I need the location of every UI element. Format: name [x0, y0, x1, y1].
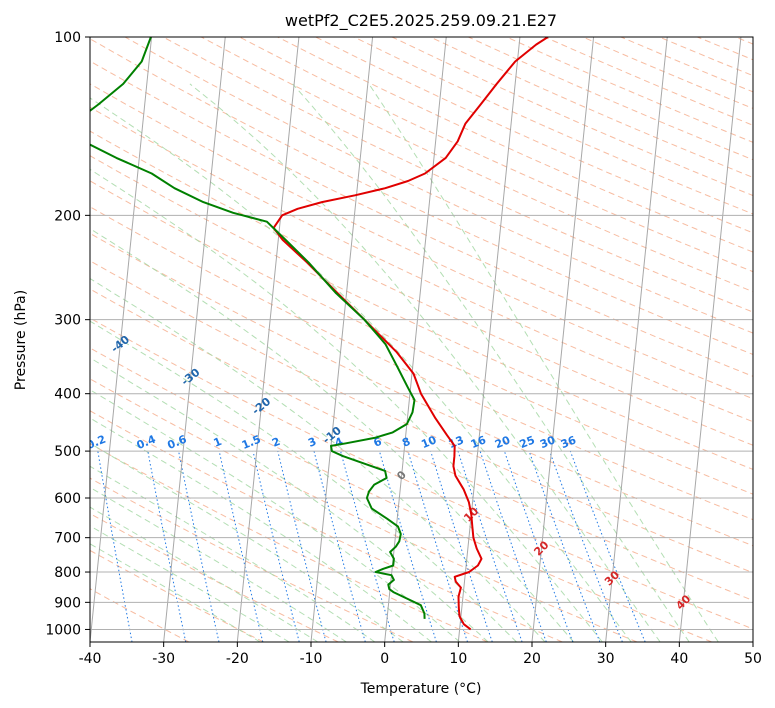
isotherm-line — [531, 37, 595, 642]
mixing-ratio-label: 25 — [518, 433, 537, 451]
moist-adiabat — [90, 506, 319, 642]
mixing-ratio-line — [479, 450, 547, 642]
y-tick-label: 1000 — [45, 622, 81, 638]
dry-adiabat — [201, 37, 753, 293]
isotherm-line — [90, 37, 153, 642]
mixing-ratio-line — [503, 450, 574, 642]
moist-adiabat — [90, 97, 632, 642]
x-tick-label: 50 — [744, 651, 762, 667]
mixing-ratio-label: 20 — [493, 433, 512, 451]
moist-adiabat — [90, 228, 574, 642]
dry-adiabat — [90, 60, 753, 377]
x-tick-label: -30 — [152, 651, 175, 667]
moist-adiabat — [90, 486, 347, 642]
dry-adiabat — [90, 347, 712, 642]
moist-adiabat — [292, 83, 690, 642]
dry-adiabat — [90, 180, 753, 495]
dry-adiabat — [90, 410, 563, 642]
mixing-ratio-line — [178, 451, 220, 642]
isotherm-line — [236, 37, 300, 642]
dry-adiabat — [90, 549, 264, 642]
y-tick-label: 200 — [54, 208, 81, 224]
mixing-ratio-line — [378, 450, 437, 642]
mixing-ratio-line — [147, 451, 187, 642]
moist-adiabat — [90, 278, 546, 642]
dry-adiabat — [90, 378, 638, 642]
plot-frame — [89, 36, 754, 643]
moist-adiabat — [90, 543, 261, 642]
moist-adiabat — [90, 465, 376, 642]
y-tick-label: 100 — [54, 30, 81, 46]
dry-adiabat — [90, 106, 753, 423]
dewpoint-profile — [90, 37, 426, 619]
mixing-ratio-line — [277, 450, 327, 642]
mixing-ratio-label: 1 — [212, 435, 224, 450]
mixing-ratio-label: 8 — [400, 435, 412, 450]
x-tick-label: 40 — [670, 651, 688, 667]
isotherm-line — [163, 37, 226, 642]
y-tick-label: 600 — [54, 491, 81, 507]
temperature-profile — [272, 37, 549, 631]
x-tick-label: 20 — [523, 651, 541, 667]
mixing-ratio-label: 2 — [270, 435, 282, 450]
x-tick-label: -10 — [300, 651, 323, 667]
moist-adiabat — [189, 83, 661, 642]
x-tick-label: -20 — [226, 651, 249, 667]
isotherm-line — [384, 37, 447, 642]
mixing-ratio-line — [252, 450, 300, 642]
dry-adiabat — [162, 37, 753, 313]
mixing-ratio-label: 13 — [447, 433, 466, 451]
dry-adiabat — [90, 512, 339, 642]
moist-adiabat — [90, 417, 432, 642]
chart-title: wetPf2_C2E5.2025.259.09.21.E27 — [285, 11, 557, 31]
moist-adiabat — [90, 389, 461, 642]
isotherm-line — [310, 37, 374, 642]
moist-adiabat — [90, 320, 517, 642]
dry-adiabat — [90, 317, 753, 630]
dry-adiabat — [90, 232, 753, 547]
x-tick-label: 0 — [380, 651, 389, 667]
dry-adiabat — [90, 443, 488, 642]
x-tick-label: 30 — [597, 651, 615, 667]
mixing-ratio-line — [457, 450, 523, 642]
moist-adiabat — [90, 168, 603, 642]
y-tick-label: 400 — [54, 387, 81, 403]
dry-adiabat — [90, 130, 753, 446]
mixing-ratio-label: 30 — [538, 433, 557, 451]
axes-layer: -40 -30 -20 -10 0 10 20 30 40 50 100 200 300 400 500 60… — [45, 30, 762, 667]
isotherm-line — [678, 37, 742, 642]
mixing-ratio-line — [218, 450, 264, 642]
isotherm-line — [457, 37, 521, 642]
y-tick-label: 900 — [54, 595, 81, 611]
mixing-ratio-line — [313, 450, 366, 642]
mixing-ratio-line — [528, 450, 601, 642]
x-tick-label: 10 — [449, 651, 467, 667]
profiles-layer — [90, 37, 549, 631]
mixing-ratio-label: 16 — [469, 433, 488, 451]
moist-adiabat — [90, 525, 290, 642]
dry-adiabat — [90, 38, 753, 356]
dry-adiabat — [90, 206, 753, 521]
x-axis-title: Temperature (°C) — [360, 681, 482, 697]
isotherm-line — [605, 37, 668, 642]
y-tick-label: 700 — [54, 531, 81, 547]
y-tick-label: 800 — [54, 565, 81, 581]
y-tick-label: 500 — [54, 444, 81, 460]
x-tick-label: -40 — [79, 651, 102, 667]
mixing-ratio-line — [549, 450, 623, 642]
mixing-ratio-label: 36 — [559, 433, 578, 451]
mixing-ratio-label: 10 — [419, 433, 438, 451]
mixing-ratio-label: 3 — [306, 435, 318, 450]
y-axis-title: Pressure (hPa) — [13, 290, 29, 390]
y-tick-label: 300 — [54, 313, 81, 329]
moist-adiabat — [90, 442, 404, 642]
mixing-ratio-line — [430, 450, 493, 642]
